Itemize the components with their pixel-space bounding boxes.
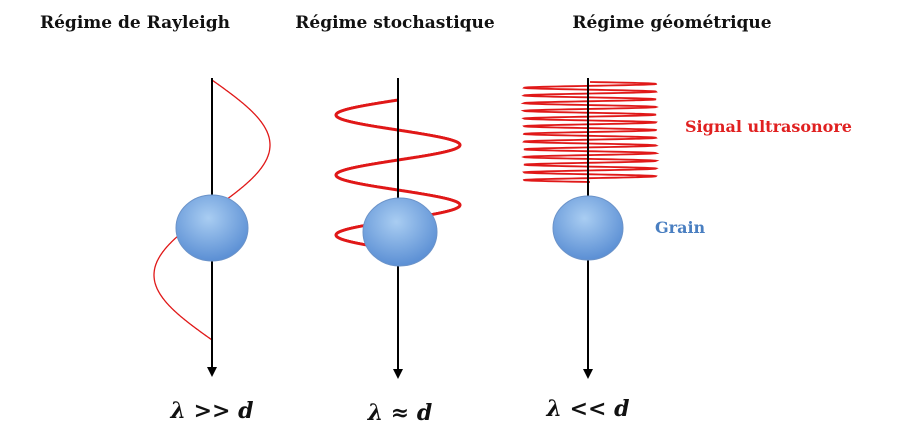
title: Régime stochastique xyxy=(295,13,495,33)
relation: λ >> d xyxy=(170,398,254,424)
grain-label: Grain xyxy=(655,218,706,237)
grain xyxy=(175,194,249,262)
relation: λ << d xyxy=(546,396,630,422)
title: Régime de Rayleigh xyxy=(40,13,230,33)
signal-label: Signal ultrasonore xyxy=(685,117,852,136)
title: Régime géométrique xyxy=(572,13,771,33)
grain xyxy=(552,195,624,261)
wave xyxy=(520,81,660,183)
grain xyxy=(362,197,438,267)
relation: λ ≈ d xyxy=(367,400,433,426)
